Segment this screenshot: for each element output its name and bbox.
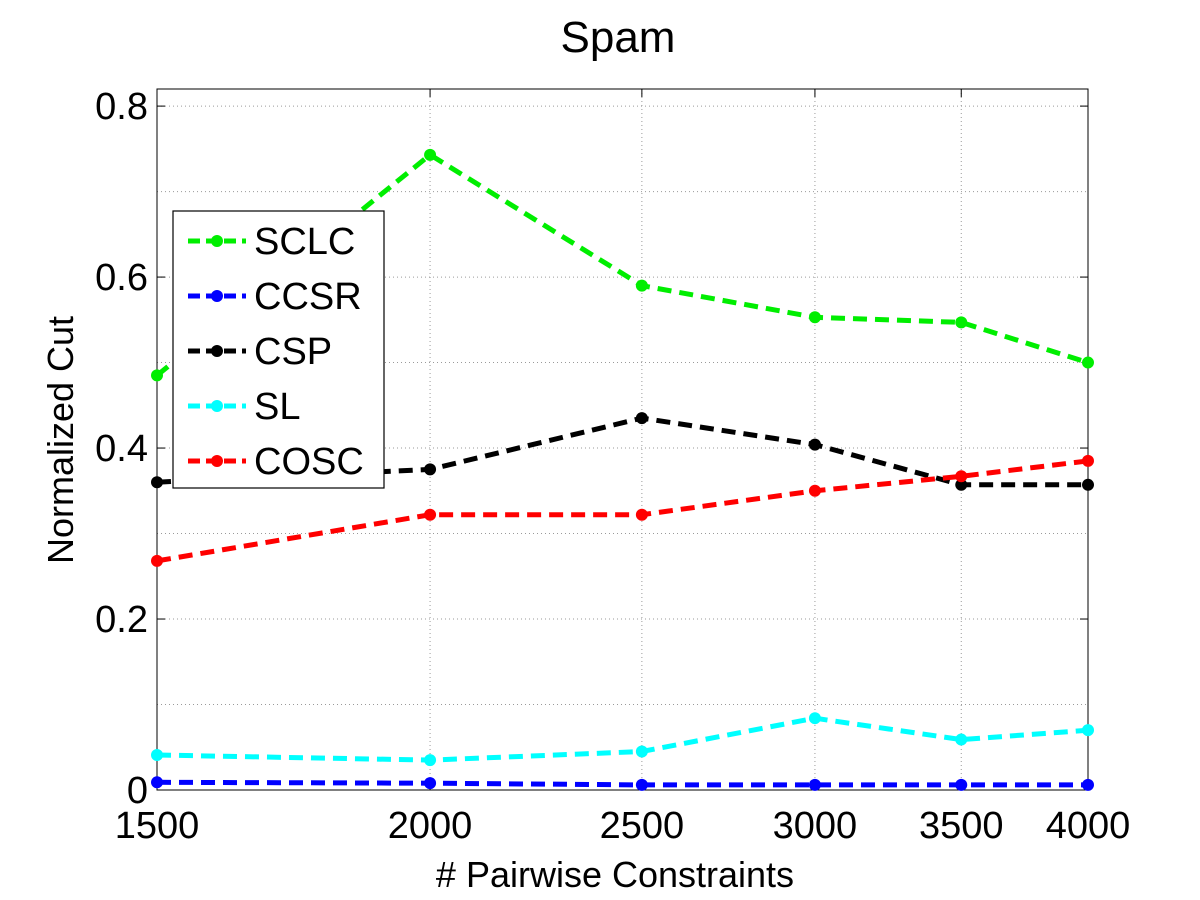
legend-item-csp: CSP bbox=[188, 331, 332, 373]
data-point bbox=[808, 712, 821, 725]
legend-label: SCLC bbox=[254, 221, 355, 263]
data-point bbox=[808, 484, 821, 497]
data-point bbox=[424, 463, 437, 476]
legend-item-sl: SL bbox=[188, 386, 300, 428]
x-tick-label: 2000 bbox=[388, 805, 473, 847]
data-point bbox=[151, 776, 163, 789]
data-point bbox=[424, 777, 437, 790]
series-layer bbox=[151, 148, 1094, 791]
data-point bbox=[955, 316, 968, 329]
data-point bbox=[808, 311, 821, 324]
data-point bbox=[955, 778, 968, 791]
y-tick-labels: 0 0.2 0.4 0.6 0.8 bbox=[95, 86, 148, 812]
legend-items: SCLC CCSR CSP SL COSC bbox=[188, 221, 364, 483]
x-tick-label: 3500 bbox=[919, 805, 1004, 847]
legend-marker bbox=[211, 345, 223, 357]
x-axis-label: # Pairwise Constraints bbox=[436, 854, 794, 895]
data-point bbox=[635, 412, 648, 425]
data-point bbox=[1082, 724, 1094, 737]
x-tick-label: 3000 bbox=[773, 805, 858, 847]
y-tick-label: 0.2 bbox=[95, 599, 148, 641]
data-point bbox=[808, 778, 821, 791]
x-tick-labels: 1500 2000 2500 3000 3500 4000 bbox=[115, 805, 1131, 847]
series-sl bbox=[151, 712, 1094, 767]
data-point bbox=[424, 508, 437, 521]
y-axis-label: Normalized Cut bbox=[40, 316, 81, 564]
x-tick-label: 2500 bbox=[600, 805, 685, 847]
data-point bbox=[635, 778, 648, 791]
data-point bbox=[955, 470, 968, 483]
axes-frame bbox=[156, 88, 1089, 791]
data-point bbox=[808, 438, 821, 451]
series-cosc bbox=[151, 454, 1094, 567]
data-point bbox=[955, 478, 968, 491]
x-tick-label: 4000 bbox=[1046, 805, 1131, 847]
legend-item-cosc: COSC bbox=[188, 441, 364, 483]
data-point bbox=[424, 148, 437, 161]
series-line bbox=[156, 779, 1088, 788]
data-point bbox=[635, 745, 648, 758]
data-point bbox=[955, 733, 968, 746]
data-point bbox=[635, 508, 648, 521]
data-point bbox=[151, 369, 163, 382]
data-point bbox=[151, 554, 163, 567]
y-tick-label: 0.4 bbox=[95, 428, 148, 470]
series-sclc bbox=[151, 148, 1094, 382]
chart-title: Spam bbox=[561, 13, 676, 62]
data-point bbox=[151, 748, 163, 761]
legend-label: SL bbox=[254, 386, 300, 428]
legend-marker bbox=[211, 400, 223, 412]
series-line bbox=[156, 715, 1089, 763]
legend: SCLC CCSR CSP SL COSC bbox=[172, 210, 385, 489]
legend-marker bbox=[211, 290, 223, 302]
legend-item-sclc: SCLC bbox=[188, 221, 355, 263]
legend-label: CCSR bbox=[254, 276, 362, 318]
legend-marker bbox=[211, 455, 223, 467]
data-point bbox=[1082, 478, 1094, 491]
y-tick-label: 0.8 bbox=[95, 86, 148, 128]
y-tick-label: 0.6 bbox=[95, 257, 148, 299]
data-point bbox=[1082, 454, 1094, 467]
data-point bbox=[424, 754, 437, 767]
legend-label: COSC bbox=[254, 441, 364, 483]
legend-label: CSP bbox=[254, 331, 332, 373]
legend-item-ccsr: CCSR bbox=[188, 276, 362, 318]
data-point bbox=[635, 279, 648, 292]
series-ccsr bbox=[151, 776, 1094, 791]
data-point bbox=[1082, 778, 1094, 791]
data-point bbox=[1082, 356, 1094, 369]
legend-marker bbox=[211, 235, 223, 247]
x-tick-label: 1500 bbox=[115, 805, 200, 847]
series-line bbox=[156, 458, 1089, 564]
data-point bbox=[151, 476, 163, 489]
y-tick-label: 0 bbox=[127, 770, 148, 812]
series-line bbox=[155, 151, 1089, 378]
